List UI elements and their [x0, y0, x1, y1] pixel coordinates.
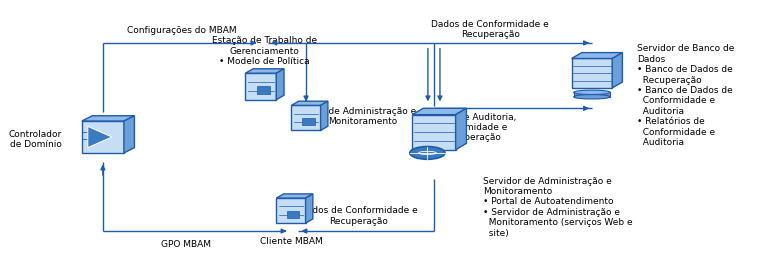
Ellipse shape	[573, 95, 610, 99]
FancyBboxPatch shape	[573, 92, 610, 97]
FancyBboxPatch shape	[82, 121, 124, 153]
Polygon shape	[82, 116, 134, 121]
Polygon shape	[413, 108, 466, 115]
Text: Servidor de Banco de
Dados
• Banco de Dados de
  Recuperação
• Banco de Dados de: Servidor de Banco de Dados • Banco de Da…	[637, 44, 734, 147]
Polygon shape	[246, 69, 284, 73]
Text: GPO MBAM: GPO MBAM	[161, 240, 211, 249]
Polygon shape	[88, 126, 112, 148]
Polygon shape	[277, 69, 284, 100]
Text: Cliente MBAM: Cliente MBAM	[260, 238, 322, 246]
Text: Configurações do MBAM: Configurações do MBAM	[127, 26, 237, 35]
Polygon shape	[455, 108, 466, 150]
Ellipse shape	[573, 90, 610, 95]
FancyBboxPatch shape	[291, 105, 321, 130]
FancyBboxPatch shape	[277, 198, 305, 223]
FancyBboxPatch shape	[413, 115, 455, 150]
FancyBboxPatch shape	[246, 73, 277, 100]
Circle shape	[409, 147, 445, 159]
Polygon shape	[302, 118, 315, 125]
Polygon shape	[321, 101, 328, 130]
Text: Site de Administração e
Monitoramento: Site de Administração e Monitoramento	[308, 107, 416, 126]
Polygon shape	[572, 53, 622, 58]
Polygon shape	[305, 194, 313, 223]
Text: Estação de Trabalho de
Gerenciamento
• Modelo de Política: Estação de Trabalho de Gerenciamento • M…	[212, 36, 317, 66]
Text: Servidor de Administração e
Monitoramento
• Portal de Autoatendimento
• Servidor: Servidor de Administração e Monitorament…	[483, 176, 632, 238]
Text: Dados de Auditoria,
Conformidade e
Recuperação: Dados de Auditoria, Conformidade e Recup…	[427, 113, 516, 142]
Text: Dados de Conformidade e
Recuperação: Dados de Conformidade e Recuperação	[431, 20, 549, 39]
Text: Controlador
de Domínio: Controlador de Domínio	[9, 130, 61, 149]
FancyBboxPatch shape	[572, 58, 612, 88]
Polygon shape	[124, 116, 134, 153]
Polygon shape	[291, 101, 328, 105]
Polygon shape	[277, 194, 313, 198]
Polygon shape	[257, 87, 270, 94]
Text: Dados de Conformidade e
Recuperação: Dados de Conformidade e Recuperação	[300, 206, 417, 226]
Polygon shape	[287, 211, 299, 218]
Polygon shape	[612, 53, 622, 88]
